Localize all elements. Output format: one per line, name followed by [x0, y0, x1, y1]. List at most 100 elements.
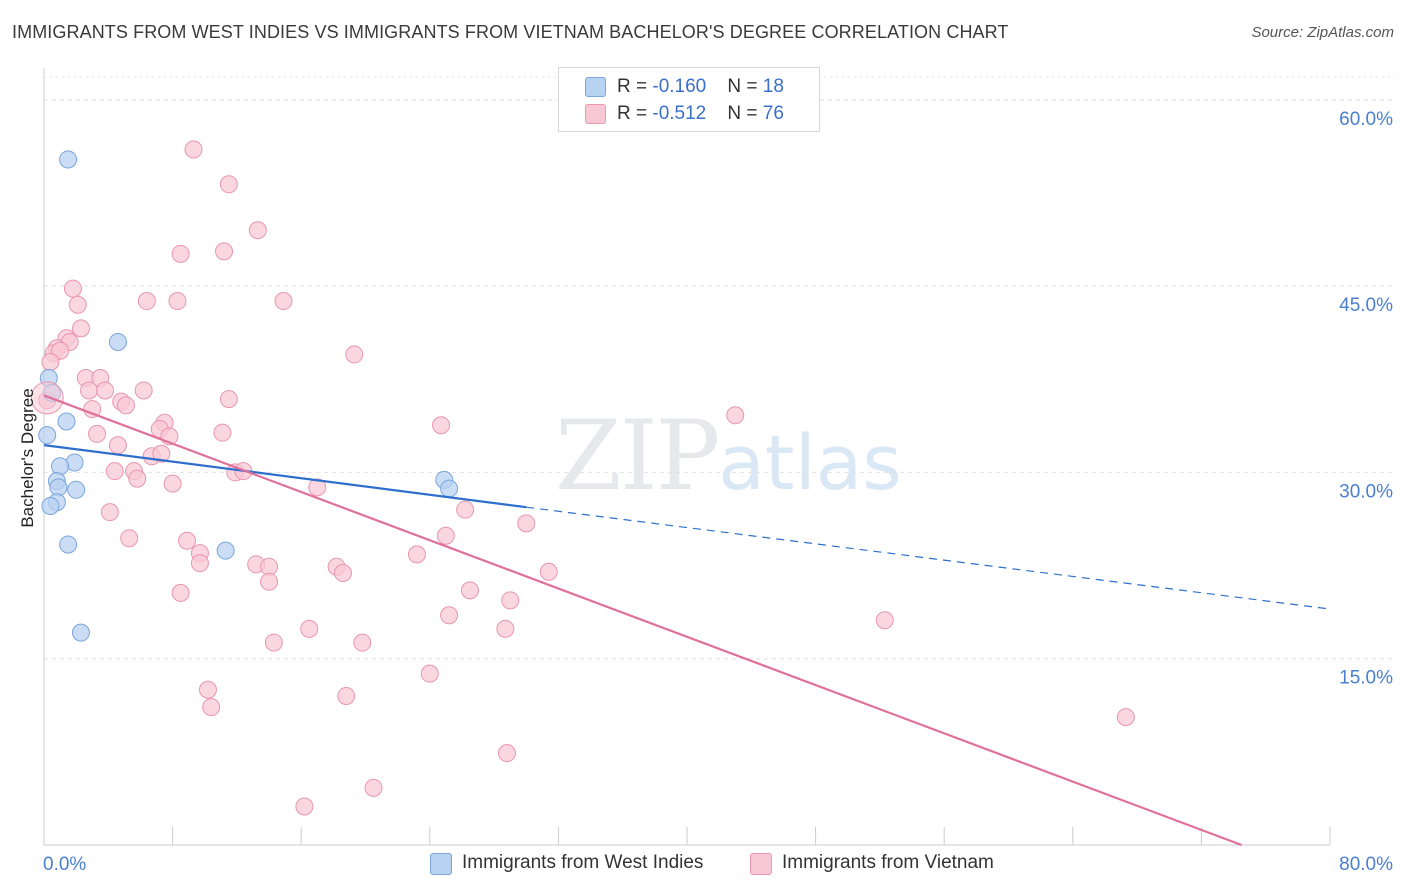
vietnam-point	[337, 686, 356, 705]
legend-label: Immigrants from Vietnam	[782, 852, 994, 873]
vietnam-point	[184, 140, 203, 159]
vietnam-point	[168, 292, 187, 311]
vietnam-point	[71, 319, 90, 338]
west-indies-point	[41, 496, 60, 515]
vietnam-point	[517, 514, 536, 533]
vietnam-point	[432, 416, 451, 435]
x-tick-label: 0.0%	[43, 854, 86, 875]
vietnam-trend-line	[43, 394, 1242, 847]
vietnam-point	[300, 619, 319, 638]
axis-labels: 15.0% 30.0% 45.0% 60.0% 0.0% 80.0% Bachelor's …	[18, 109, 1393, 875]
x-tick-label: 80.0%	[1339, 854, 1393, 875]
n-label: N =	[727, 103, 763, 124]
vietnam-point	[163, 474, 182, 493]
vietnam-point	[497, 744, 516, 763]
west-indies-point	[216, 541, 235, 560]
vietnam-point	[274, 292, 293, 311]
vietnam-point	[440, 606, 459, 625]
vietnam-point	[83, 400, 102, 419]
axes	[43, 68, 1331, 846]
vietnam-point	[501, 591, 520, 610]
vietnam-point	[353, 633, 372, 652]
vietnam-point	[63, 279, 82, 298]
source-label: Source: ZipAtlas.com	[1251, 24, 1394, 41]
west-indies-trend-extension	[526, 506, 1331, 610]
vietnam-point	[30, 381, 64, 415]
vietnam-point	[496, 619, 515, 638]
vietnam-point	[295, 797, 314, 816]
r-value: -0.512	[652, 103, 707, 124]
vietnam-point	[198, 680, 217, 699]
vietnam-point	[178, 531, 197, 550]
stats-legend: R = -0.160 N = 18 R = -0.512 N = 76	[558, 67, 820, 132]
vietnam-point	[100, 503, 119, 522]
west-indies-point	[71, 623, 90, 642]
vietnam-point	[436, 526, 455, 545]
vietnam-point	[420, 664, 439, 683]
r-label: R =	[617, 103, 653, 124]
watermark-atlas: atlas	[718, 418, 902, 507]
vietnam-point	[96, 381, 115, 400]
vietnam-point	[219, 175, 238, 194]
y-tick-label: 15.0%	[1339, 668, 1393, 689]
n-value: 18	[762, 76, 784, 97]
vietnam-point	[219, 390, 238, 409]
y-tick-label: 60.0%	[1339, 109, 1393, 130]
legend-label: Immigrants from West Indies	[462, 852, 704, 873]
pink-swatch	[750, 853, 772, 875]
vietnam-point	[875, 611, 894, 630]
vietnam-point	[108, 436, 127, 455]
west-indies-point	[49, 478, 68, 497]
vietnam-point	[264, 633, 283, 652]
vietnam-point	[202, 698, 221, 717]
vietnam-point	[137, 292, 156, 311]
n-label: N =	[727, 76, 763, 97]
y-axis-label: Bachelor's Degree	[18, 388, 37, 527]
watermark-zip: ZIP	[555, 400, 720, 512]
vietnam-point	[134, 381, 153, 400]
vietnam-point	[152, 444, 171, 463]
west-indies-trend-line	[43, 444, 527, 509]
west-indies-point	[67, 480, 86, 499]
trend-lines	[43, 394, 1331, 847]
vietnam-point	[215, 242, 234, 261]
vietnam-point	[345, 345, 364, 364]
vietnam-point	[248, 221, 267, 240]
r-value: -0.160	[652, 76, 707, 97]
blue-swatch	[430, 853, 452, 875]
west-indies-point	[59, 535, 78, 554]
vietnam-point	[88, 424, 107, 443]
vietnam-point	[260, 572, 279, 591]
west-indies-point	[108, 333, 127, 352]
n-value: 76	[762, 103, 784, 124]
vietnam-point	[539, 562, 558, 581]
vietnam-point	[1116, 708, 1135, 727]
vietnam-point	[333, 564, 352, 583]
vietnam-point	[80, 381, 99, 400]
vietnam-point	[68, 295, 87, 314]
vietnam-point	[105, 462, 124, 481]
watermark: ZIPatlas	[555, 400, 902, 512]
west-indies-point	[57, 412, 76, 431]
gridlines	[44, 76, 1395, 660]
vietnam-point	[364, 778, 383, 797]
data-points	[30, 140, 1135, 816]
vietnam-point	[460, 581, 479, 600]
vietnam-point	[456, 500, 475, 519]
west-indies-point	[51, 457, 70, 476]
west-indies-point	[440, 479, 459, 498]
y-tick-label: 45.0%	[1339, 295, 1393, 316]
west-indies-point	[38, 426, 57, 445]
vietnam-point	[128, 469, 147, 488]
vietnam-point	[190, 554, 209, 573]
vietnam-point	[407, 545, 426, 564]
vietnam-point	[213, 423, 232, 442]
vietnam-point	[171, 244, 190, 263]
vietnam-point	[726, 406, 745, 425]
vietnam-point	[116, 396, 135, 415]
vietnam-point	[171, 583, 190, 602]
pink-swatch	[585, 104, 606, 124]
r-label: R =	[617, 76, 653, 97]
vietnam-point	[41, 352, 60, 371]
